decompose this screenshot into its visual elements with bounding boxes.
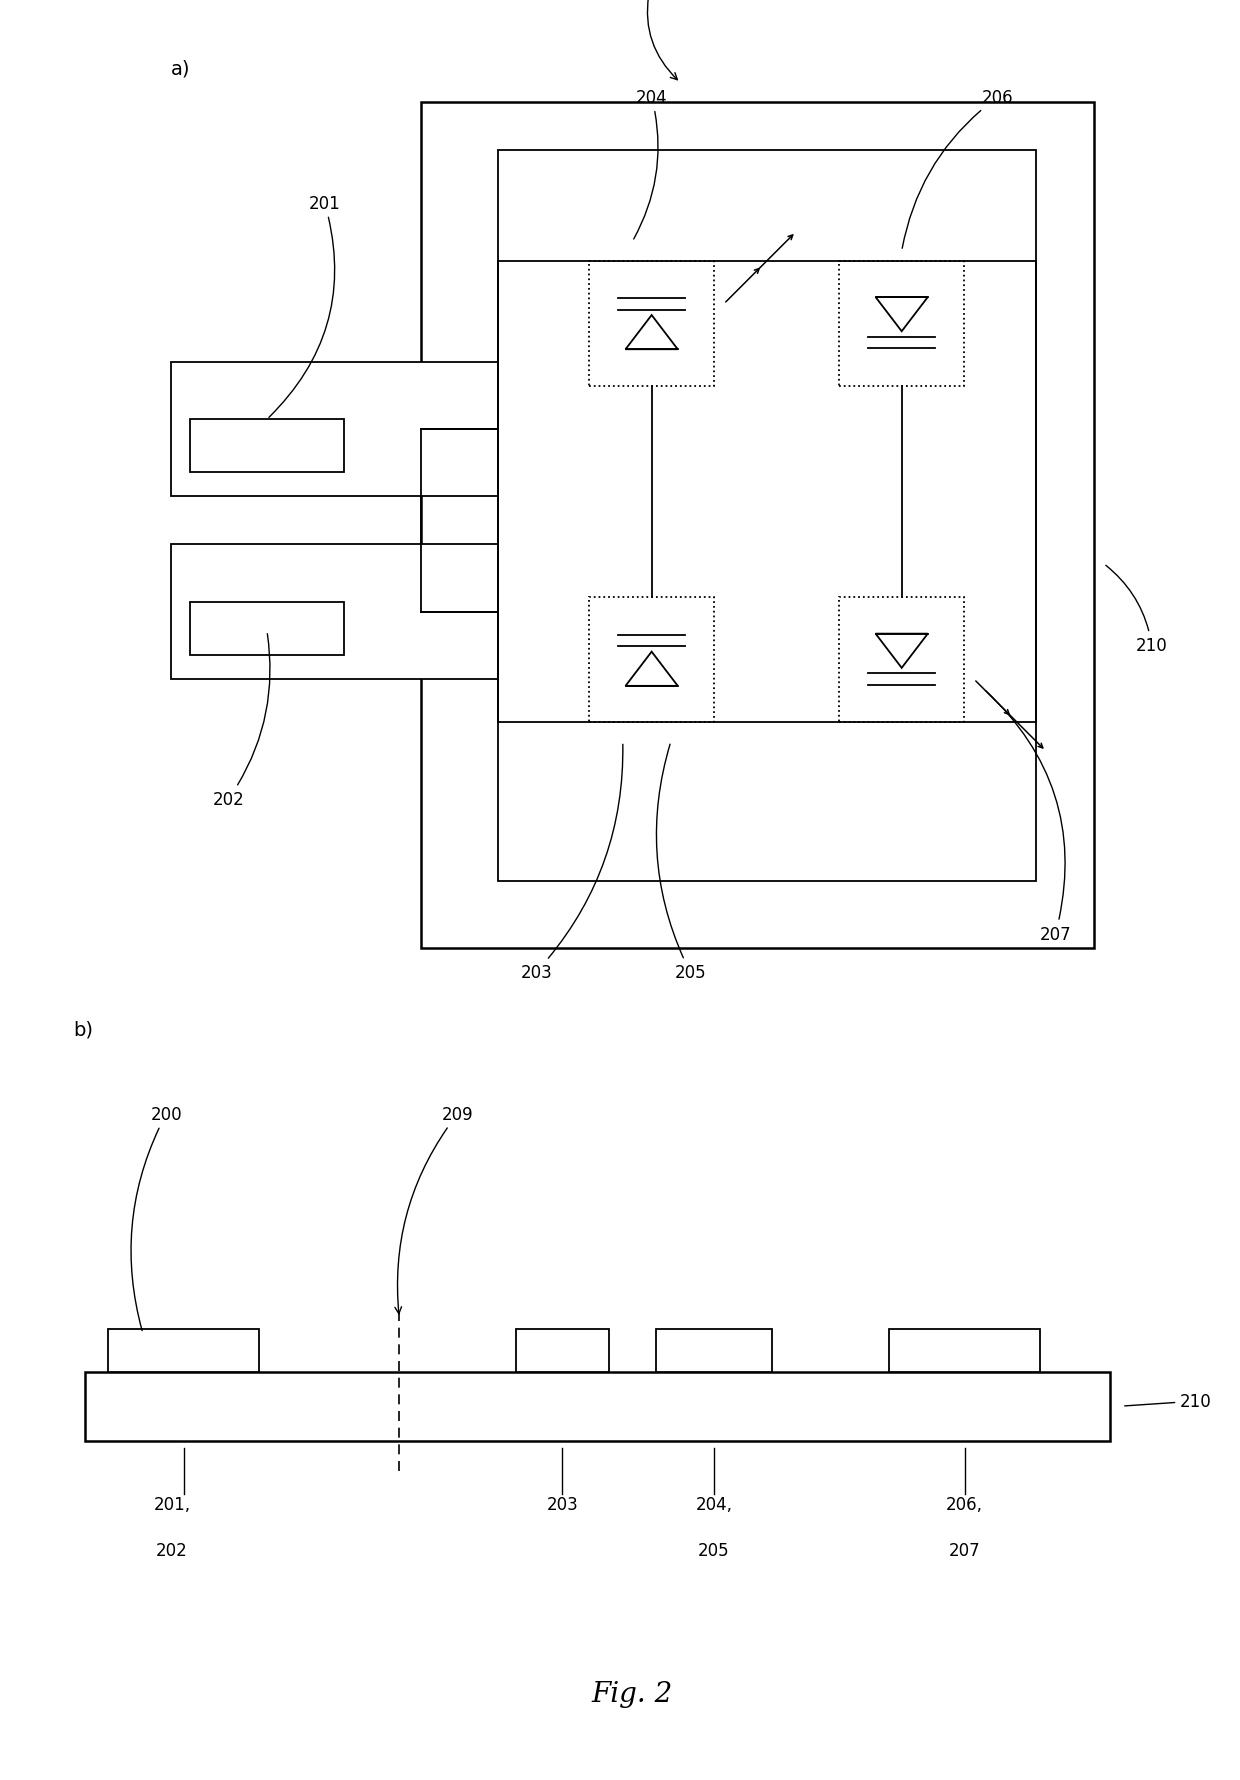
- Bar: [108, 1330, 259, 1372]
- Bar: [839, 262, 965, 386]
- Text: b): b): [73, 1020, 93, 1040]
- Text: Fig. 2: Fig. 2: [591, 1680, 673, 1707]
- Text: 206: 206: [903, 89, 1013, 249]
- Text: 202: 202: [212, 634, 270, 808]
- Bar: [190, 603, 343, 655]
- Bar: [656, 1330, 773, 1372]
- Text: 207: 207: [986, 691, 1071, 943]
- Text: 207: 207: [949, 1541, 981, 1559]
- Bar: [420, 103, 1094, 949]
- Text: 204: 204: [634, 89, 667, 240]
- Text: 201,: 201,: [154, 1495, 191, 1513]
- Bar: [839, 598, 965, 723]
- Bar: [589, 262, 714, 386]
- Text: 203: 203: [547, 1495, 578, 1513]
- Text: 206,: 206,: [946, 1495, 983, 1513]
- Text: 203: 203: [521, 744, 622, 981]
- Text: 205: 205: [656, 744, 706, 981]
- Text: a): a): [171, 59, 190, 78]
- Bar: [171, 545, 497, 680]
- Text: 200: 200: [131, 1105, 182, 1331]
- Text: 201: 201: [269, 194, 341, 418]
- Bar: [171, 363, 497, 497]
- Bar: [889, 1330, 1040, 1372]
- Text: 205: 205: [698, 1541, 730, 1559]
- Bar: [589, 598, 714, 723]
- Text: 204,: 204,: [696, 1495, 733, 1513]
- Bar: [516, 1330, 609, 1372]
- Text: 202: 202: [156, 1541, 188, 1559]
- Text: 209: 209: [394, 1105, 474, 1314]
- Text: 210: 210: [1125, 1392, 1211, 1410]
- Text: 210: 210: [1106, 566, 1168, 655]
- Bar: [190, 420, 343, 473]
- Bar: [497, 151, 1037, 881]
- Bar: [84, 1372, 1110, 1440]
- Text: 200: 200: [636, 0, 677, 80]
